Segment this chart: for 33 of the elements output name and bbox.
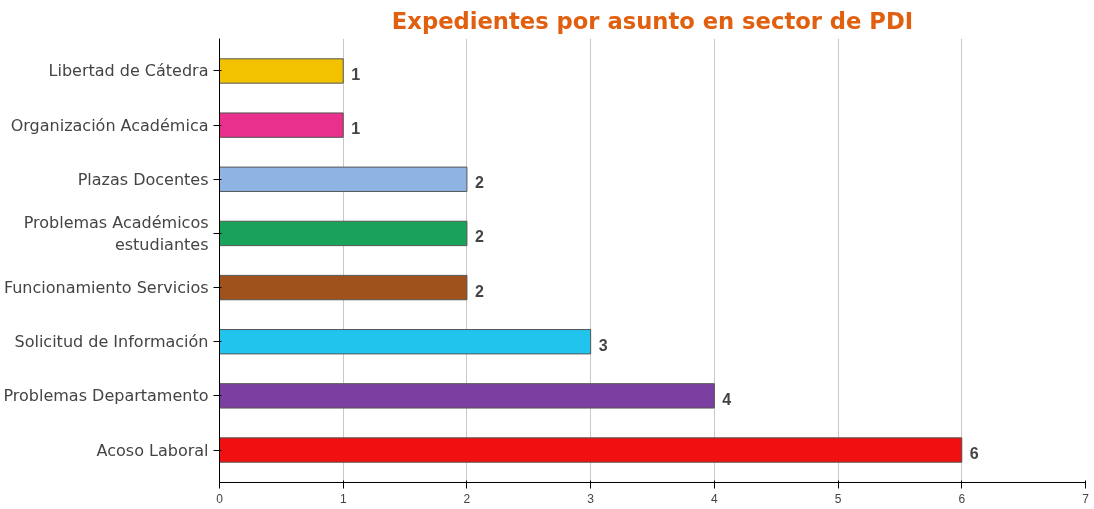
bar xyxy=(219,329,592,355)
x-tick-label: 6 xyxy=(958,491,966,506)
y-tick-label: Problemas Académicos estudiantes xyxy=(23,212,209,255)
x-tick-label: 5 xyxy=(834,491,842,506)
x-tick-label: 1 xyxy=(339,491,347,506)
data-label: 6 xyxy=(969,445,979,463)
y-tick-label: Funcionamiento Servicios xyxy=(3,278,209,298)
data-label: 3 xyxy=(598,336,608,354)
bar xyxy=(219,112,344,138)
y-tick-label: Solicitud de Información xyxy=(14,332,209,352)
chart-title: Expedientes por asunto en sector de PDI xyxy=(391,7,914,34)
y-tick-label: Acoso Laboral xyxy=(96,440,209,460)
y-tick-label: Problemas Departamento xyxy=(3,386,209,406)
data-label: 1 xyxy=(351,65,361,83)
x-tick-label: 0 xyxy=(216,491,224,506)
bar xyxy=(219,383,715,409)
data-label: 2 xyxy=(474,174,484,192)
y-tick-label: Organización Académica xyxy=(10,115,209,135)
bar xyxy=(219,274,468,301)
y-tick-label: Libertad de Cátedra xyxy=(48,61,209,81)
x-tick-label: 4 xyxy=(711,491,719,506)
bar xyxy=(219,58,344,84)
data-label: 2 xyxy=(474,282,484,300)
x-tick-label: 7 xyxy=(1082,491,1090,506)
data-label: 4 xyxy=(722,390,732,408)
bar xyxy=(219,437,963,463)
x-tick-label: 3 xyxy=(587,491,595,506)
bar xyxy=(219,220,468,247)
data-label: 1 xyxy=(351,120,361,138)
data-label: 2 xyxy=(474,228,484,246)
x-tick-label: 2 xyxy=(463,491,471,506)
bar xyxy=(219,166,468,192)
y-tick-label: Plazas Docentes xyxy=(77,169,209,189)
